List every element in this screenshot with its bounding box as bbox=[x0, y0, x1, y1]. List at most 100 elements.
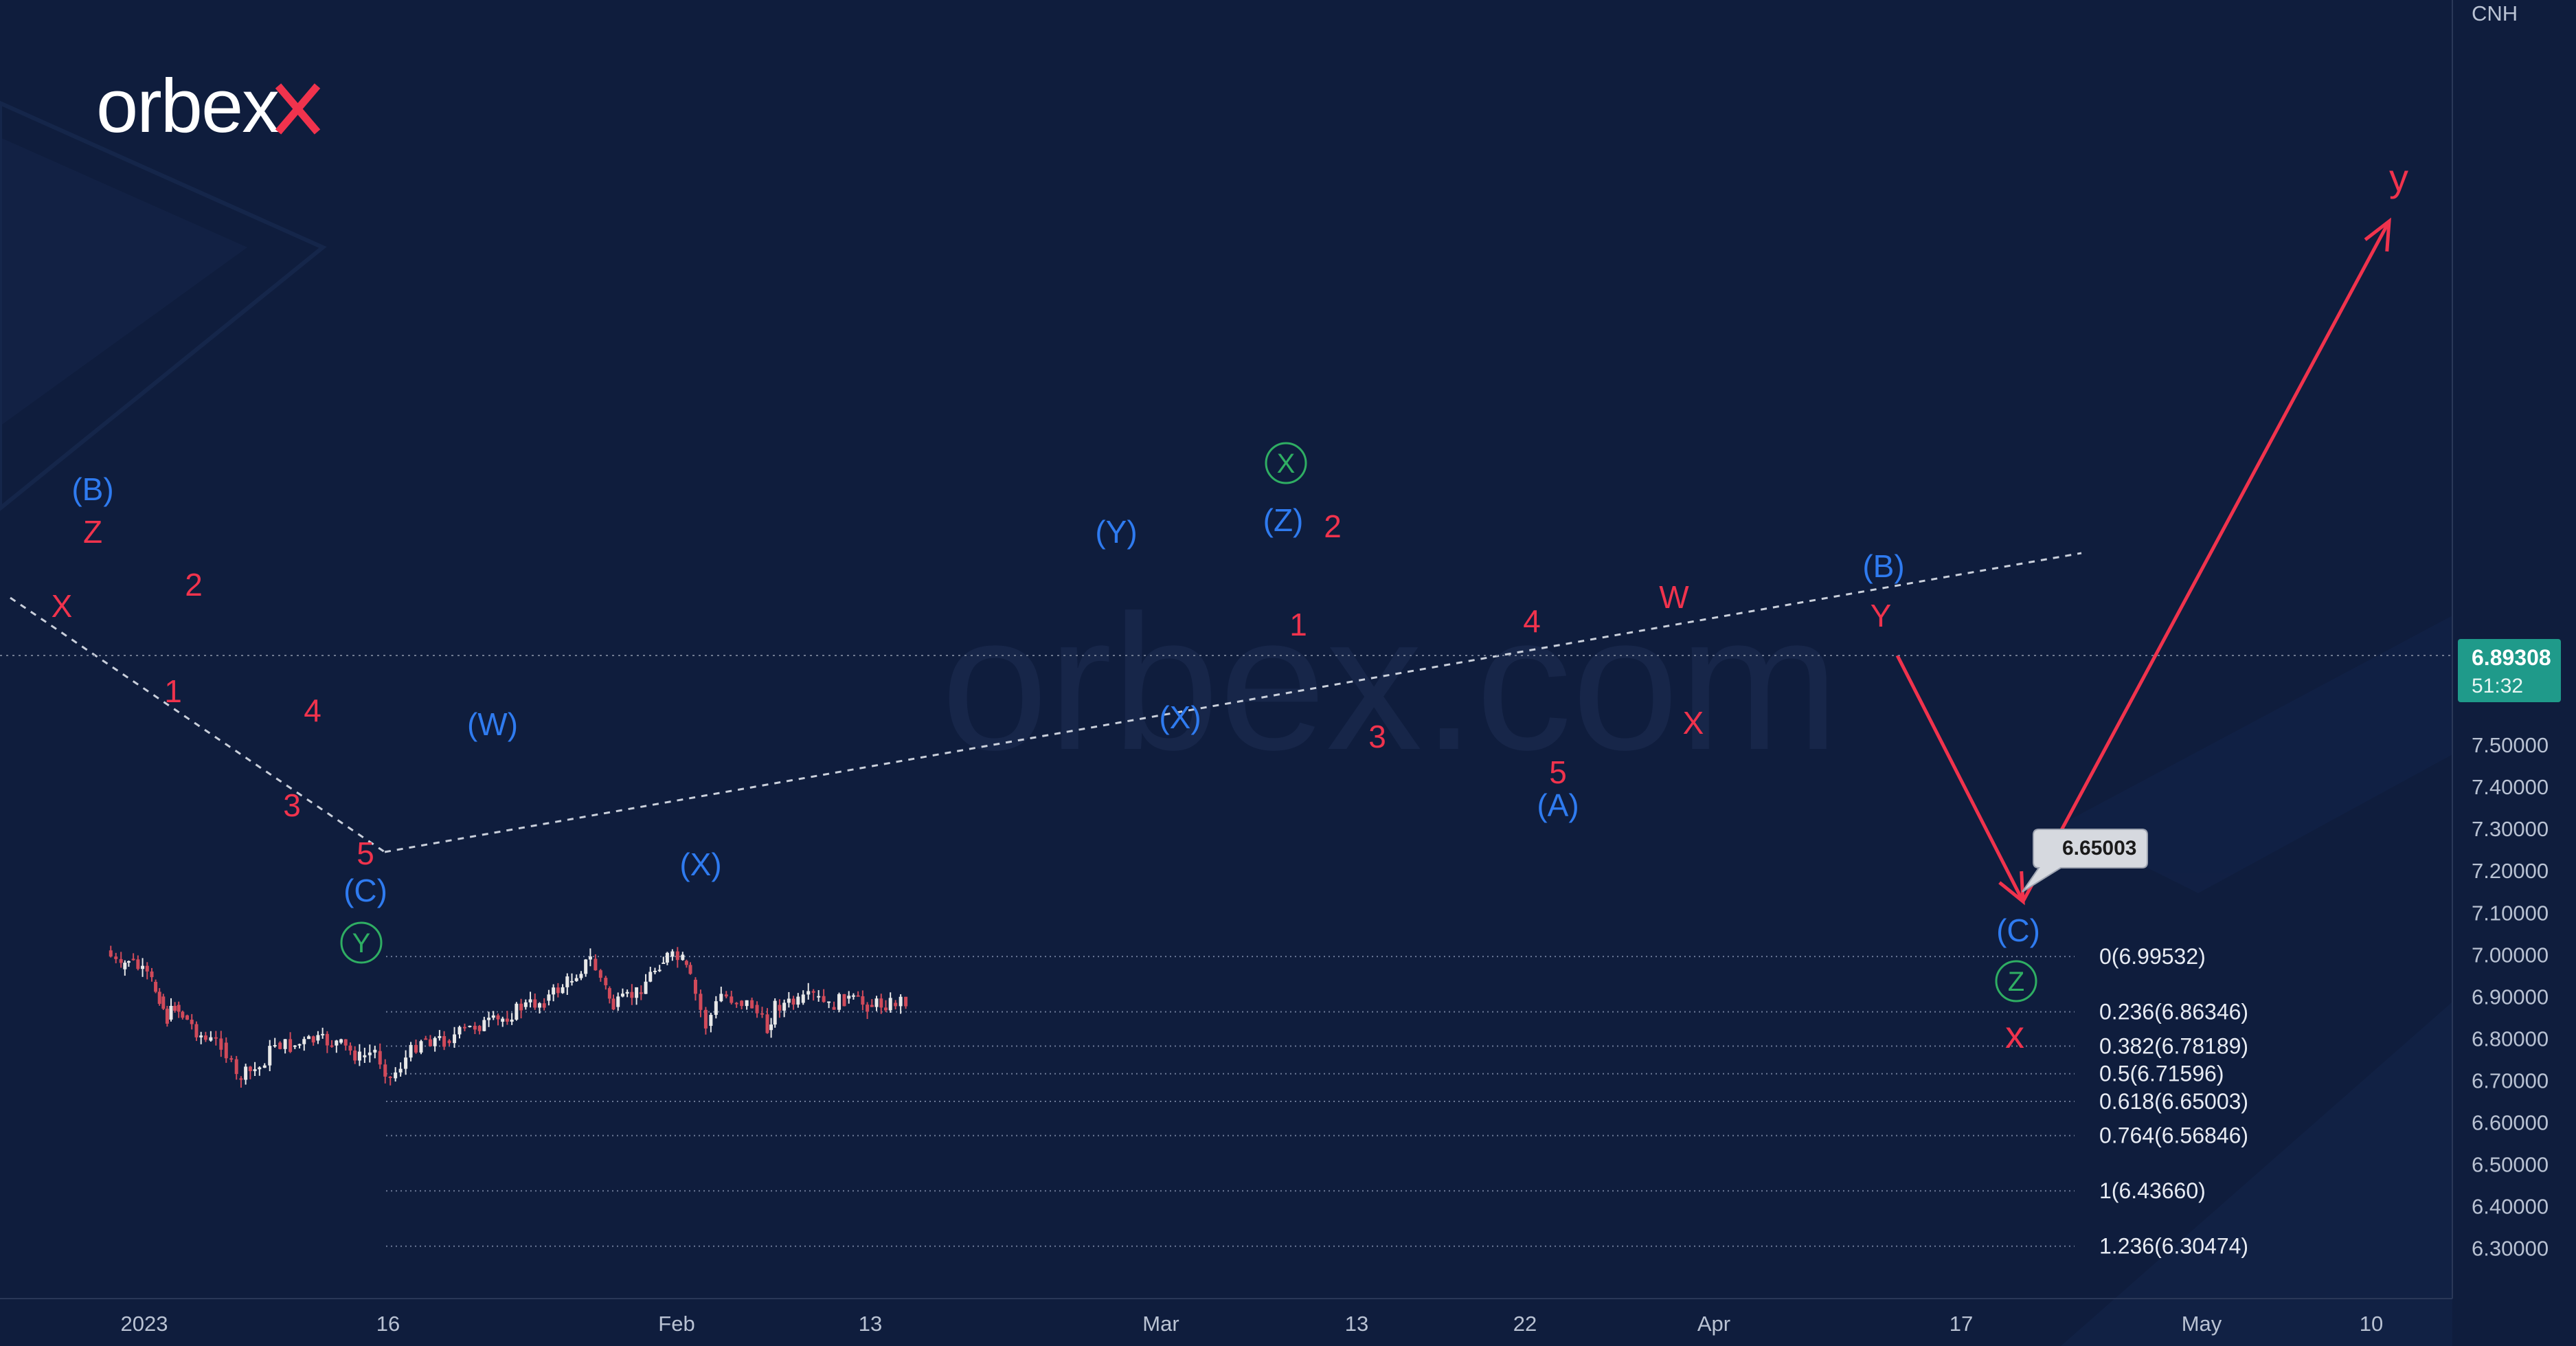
candle-body bbox=[373, 1049, 377, 1053]
candle-body bbox=[681, 954, 685, 961]
candle-body bbox=[428, 1039, 432, 1046]
candle-body bbox=[177, 1005, 181, 1012]
candle-body bbox=[433, 1037, 437, 1046]
candle-body bbox=[258, 1067, 262, 1070]
candle-body bbox=[161, 996, 166, 1009]
candle-body bbox=[719, 994, 723, 1002]
candle-body bbox=[214, 1037, 218, 1039]
wave-label: Z bbox=[2008, 967, 2024, 997]
candle-body bbox=[861, 996, 865, 1005]
time-tick-label: 17 bbox=[1950, 1312, 1973, 1336]
price-badge-value: 6.89308 bbox=[2472, 645, 2551, 670]
wave-label: 2 bbox=[185, 567, 203, 603]
candle-body bbox=[453, 1034, 457, 1044]
fib-level-label: 0.236(6.86346) bbox=[2099, 1000, 2248, 1024]
price-candles bbox=[109, 945, 908, 1088]
candle-body bbox=[760, 1013, 765, 1015]
candle-body bbox=[293, 1045, 297, 1047]
wave-label: 3 bbox=[283, 787, 301, 823]
candle-body bbox=[523, 1002, 528, 1007]
candle-body bbox=[414, 1044, 418, 1053]
candle-body bbox=[457, 1027, 462, 1035]
candle-body bbox=[703, 1009, 708, 1029]
candle-body bbox=[665, 952, 669, 963]
candle-body bbox=[598, 970, 602, 978]
candle-body bbox=[657, 969, 662, 972]
candle-body bbox=[625, 991, 629, 994]
candle-body bbox=[688, 965, 692, 974]
candle-body bbox=[404, 1057, 408, 1069]
candle-body bbox=[169, 1006, 173, 1020]
candle-body bbox=[348, 1045, 352, 1051]
candle-body bbox=[883, 1007, 888, 1011]
wave-label: (X) bbox=[1159, 699, 1201, 735]
wave-label-circle bbox=[1995, 960, 2037, 1002]
candle-body bbox=[822, 996, 826, 1002]
wave-label: (B) bbox=[71, 471, 113, 507]
uptrend-line bbox=[384, 552, 2082, 853]
candle-body bbox=[343, 1039, 348, 1046]
candle-body bbox=[684, 961, 688, 965]
candle-body bbox=[611, 998, 615, 1010]
candle-body bbox=[477, 1026, 482, 1031]
candle-body bbox=[321, 1033, 325, 1035]
logo-text: orbex bbox=[96, 64, 279, 148]
candle-body bbox=[588, 956, 592, 960]
candle-body bbox=[311, 1036, 315, 1043]
candle-body bbox=[388, 1076, 392, 1078]
wave-label: (C) bbox=[1996, 912, 2040, 948]
candle-body bbox=[109, 950, 113, 957]
wave-label: (Z) bbox=[1263, 502, 1304, 538]
trend-lines bbox=[10, 552, 2082, 853]
candle-body bbox=[565, 976, 569, 987]
candle-body bbox=[501, 1018, 505, 1022]
time-tick-label: 22 bbox=[1513, 1312, 1537, 1336]
wave-label: y bbox=[2389, 156, 2408, 199]
candle-body bbox=[398, 1068, 403, 1073]
candle-body bbox=[394, 1072, 398, 1079]
candle-body bbox=[181, 1011, 185, 1018]
candle-body bbox=[648, 972, 653, 982]
price-tick-label: 6.80000 bbox=[2472, 1027, 2549, 1051]
candle-body bbox=[316, 1035, 320, 1041]
wave-label: X bbox=[1277, 449, 1296, 479]
candle-body bbox=[119, 958, 123, 963]
fib-level-label: 0.764(6.56846) bbox=[2099, 1123, 2248, 1148]
candle-body bbox=[141, 965, 145, 969]
wave-label: Z bbox=[83, 514, 102, 550]
candle-body bbox=[675, 951, 679, 961]
candle-body bbox=[639, 992, 643, 994]
candle-body bbox=[811, 991, 815, 993]
candle-body bbox=[817, 996, 821, 998]
candle-body bbox=[302, 1039, 306, 1044]
time-tick-label: Apr bbox=[1697, 1312, 1730, 1336]
candle-body bbox=[653, 970, 657, 972]
projection-up-line bbox=[2021, 220, 2391, 903]
downtrend-line bbox=[10, 596, 385, 853]
candle-body bbox=[253, 1069, 257, 1071]
time-tick-label: 13 bbox=[859, 1312, 882, 1336]
candle-body bbox=[594, 958, 598, 971]
candle-body bbox=[419, 1041, 423, 1053]
price-tick-label: 6.30000 bbox=[2472, 1237, 2549, 1261]
wave-label-circle bbox=[1265, 442, 1307, 484]
candle-body bbox=[714, 1001, 718, 1016]
candle-body bbox=[778, 1005, 782, 1011]
projection-up-arrowhead bbox=[2364, 217, 2391, 252]
time-tick-label: Mar bbox=[1142, 1312, 1179, 1336]
fib-level-label: 1.236(6.30474) bbox=[2099, 1234, 2248, 1259]
wave-labels: (B) (C) (W) (X) (Y) (X) (Z) (A) (B) (C) Z X 1 2 3 4 5 2 1 3… bbox=[52, 156, 2408, 1056]
wave-label: X bbox=[1683, 705, 1704, 741]
candle-body bbox=[801, 994, 805, 1003]
candle-body bbox=[510, 1019, 514, 1022]
candle-body bbox=[796, 996, 800, 1005]
candle-body bbox=[363, 1055, 367, 1057]
candle-body bbox=[330, 1045, 334, 1047]
wave-label: Y bbox=[352, 928, 371, 958]
wave-label: (W) bbox=[467, 706, 518, 742]
wave-label: X bbox=[52, 588, 73, 624]
candle-body bbox=[832, 1007, 836, 1010]
time-tick-label: 13 bbox=[1345, 1312, 1368, 1336]
candle-body bbox=[635, 987, 639, 998]
candle-body bbox=[114, 956, 118, 959]
